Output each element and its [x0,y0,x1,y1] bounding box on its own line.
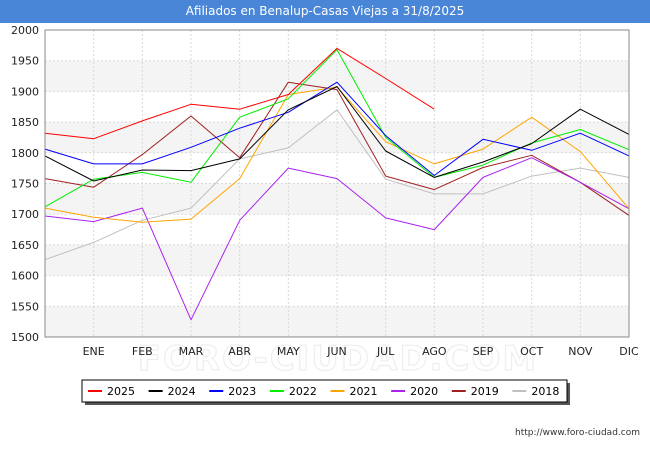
y-tick-label: 1600 [11,270,39,283]
y-tick-label: 1650 [11,239,39,252]
legend-label-2018: 2018 [531,385,559,398]
x-axis-ticks: ENE FEB MAR ABR MAY JUN JUL AGO SEP OCT NOV DIC [83,345,639,358]
series-line-2023 [44,81,630,176]
source-url: http://www.foro-ciudad.com [515,428,640,438]
x-tick-label: FEB [132,345,153,358]
y-tick-label: 1900 [11,85,39,98]
watermark: FORO-CIUDAD.COM [137,338,539,379]
y-tick-label: 1550 [11,300,39,313]
x-tick-label: JUN [326,345,347,358]
series-line-2024 [44,86,630,182]
legend-label-2021: 2021 [350,385,378,398]
x-tick-label: MAR [179,345,204,358]
y-axis-ticks: 1500 1550 1600 1650 1700 1750 1800 1850 1900 1950… [11,24,39,344]
y-tick-label: 2000 [11,24,39,37]
x-tick-label: MAY [277,345,300,358]
y-tick-label: 1500 [11,331,39,344]
series-lines [44,47,630,321]
y-tick-label: 1700 [11,208,39,221]
x-tick-label: DIC [619,345,639,358]
legend-label-2020: 2020 [410,385,438,398]
y-tick-label: 1950 [11,55,39,68]
legend: 2025 2024 2023 2022 2021 2020 2019 2018 [81,379,570,405]
x-tick-label: ENE [83,345,105,358]
y-tick-label: 1800 [11,147,39,160]
legend-label-2024: 2024 [168,385,196,398]
legend-label-2023: 2023 [228,385,256,398]
legend-label-2022: 2022 [289,385,317,398]
x-tick-label: AGO [422,345,447,358]
series-line-2025 [44,47,435,140]
legend-box [81,379,568,403]
x-tick-label: NOV [568,345,593,358]
legend-label-2019: 2019 [471,385,499,398]
chart-title: Afiliados en Benalup-Casas Viejas a 31/8… [0,0,650,23]
x-tick-label: ABR [228,345,251,358]
legend-label-2025: 2025 [107,385,135,398]
watermark-text: FORO-CIUDAD.COM [138,339,539,379]
x-tick-label: JUL [376,345,395,358]
series-line-2019 [44,81,630,216]
x-tick-label: SEP [473,345,494,358]
y-tick-label: 1750 [11,178,39,191]
x-tick-label: OCT [520,345,543,358]
series-line-2020 [44,157,630,321]
plot-frame [44,29,630,338]
series-line-2018 [44,109,630,261]
y-tick-label: 1850 [11,116,39,129]
